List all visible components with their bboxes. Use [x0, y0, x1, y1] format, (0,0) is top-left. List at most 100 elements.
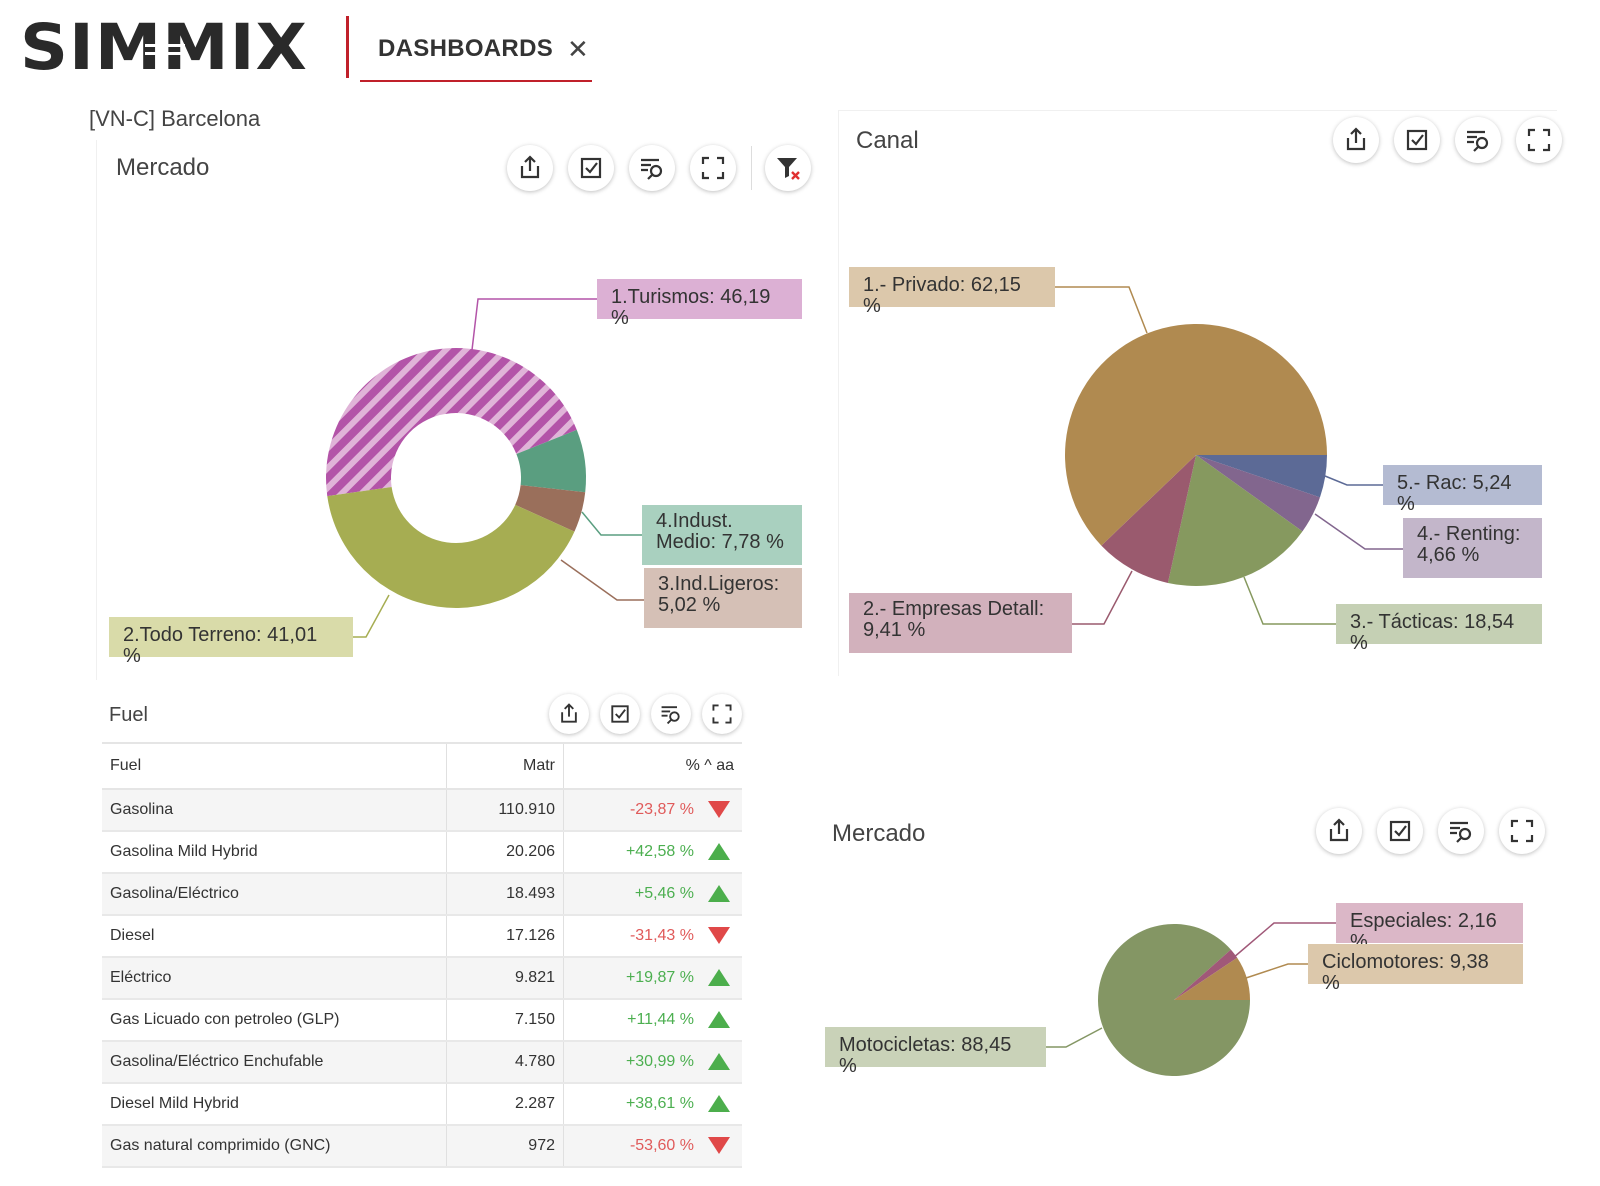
leader-line — [1232, 922, 1336, 959]
trend-up-icon — [708, 1095, 730, 1113]
panel-toolbar — [549, 694, 742, 734]
cell-fuel: Gas natural comprimido (GNC) — [102, 1125, 447, 1168]
filter-search-button[interactable] — [1438, 808, 1484, 854]
panel-mercado-tipo: Mercado — [96, 140, 827, 680]
cell-variation: +5,46 % — [563, 873, 742, 916]
panel-title: Fuel — [109, 704, 148, 726]
panel-mercado-motos: Mercado Especiales: 2,16 % Ciclomotores:… — [818, 800, 1558, 1180]
slice-renting[interactable] — [1196, 455, 1320, 532]
cell-matr: 4.780 — [446, 1041, 564, 1084]
slice-turismos[interactable] — [326, 348, 577, 497]
variation-value: +38,61 % — [625, 1095, 694, 1112]
cell-matr: 17.126 — [446, 915, 564, 958]
table-row[interactable]: Diesel 17.126 -31,43 % — [102, 915, 742, 958]
column-header-fuel[interactable]: Fuel — [102, 742, 447, 790]
clear-filter-button[interactable] — [765, 145, 811, 191]
slice-todo-terreno[interactable] — [327, 487, 575, 608]
expand-button[interactable] — [1499, 808, 1545, 854]
leader-line — [353, 594, 390, 638]
select-button[interactable] — [1394, 117, 1440, 163]
label-indust-medio: 4.Indust. Medio: 7,78 % — [642, 505, 802, 565]
checkbox-icon — [1389, 820, 1411, 842]
slice-empresas[interactable] — [1101, 455, 1196, 583]
header-divider — [346, 16, 349, 78]
leader-line — [560, 559, 644, 601]
export-button[interactable] — [1316, 808, 1362, 854]
leader-line — [1324, 475, 1383, 486]
label-indust-medio-line1: 4.Indust. — [656, 510, 733, 532]
table-row[interactable]: Gas Licuado con petroleo (GLP) 7.150 +11,4… — [102, 999, 742, 1042]
close-icon[interactable]: ✕ — [567, 34, 589, 64]
table-row[interactable]: Gasolina/Eléctrico Enchufable 4.780 +30,99… — [102, 1041, 742, 1084]
filter-search-button[interactable] — [629, 145, 675, 191]
cell-fuel: Diesel Mild Hybrid — [102, 1083, 447, 1126]
slice-especiales[interactable] — [1174, 949, 1238, 1000]
slice-rac[interactable] — [1196, 455, 1327, 498]
label-ind-ligeros: 3.Ind.Ligeros: 5,02 % — [644, 568, 802, 628]
table-row[interactable]: Gasolina/Eléctrico 18.493 +5,46 % — [102, 873, 742, 916]
filter-search-button[interactable] — [1455, 117, 1501, 163]
canal-pie-chart — [1055, 286, 1403, 625]
leader-line — [1245, 963, 1308, 979]
tab-dashboards[interactable]: DASHBOARDS ✕ — [360, 18, 592, 82]
export-button[interactable] — [1333, 117, 1379, 163]
trend-down-icon — [708, 1137, 730, 1155]
select-button[interactable] — [568, 145, 614, 191]
table-row[interactable]: Gasolina Mild Hybrid 20.206 +42,58 % — [102, 831, 742, 874]
slice-ciclomotores[interactable] — [1174, 957, 1250, 1000]
panel-toolbar — [1316, 808, 1545, 854]
panel-title: Mercado — [116, 154, 210, 181]
table-row[interactable]: Gasolina 110.910 -23,87 % — [102, 789, 742, 832]
panel-title: Canal — [856, 127, 919, 154]
panel-toolbar — [507, 145, 826, 191]
filter-search-button[interactable] — [651, 694, 691, 734]
column-header-variation[interactable]: % ^ aa — [563, 742, 742, 790]
slice-indust-medio[interactable] — [516, 429, 586, 493]
cell-matr: 7.150 — [446, 999, 564, 1042]
expand-button[interactable] — [702, 694, 742, 734]
fuel-table: Fuel Matr % ^ aa Gasolina 110.910 -23,87 %… — [102, 742, 742, 1168]
variation-value: -53,60 % — [629, 1137, 694, 1154]
trend-down-icon — [708, 927, 730, 945]
cell-variation: +19,87 % — [563, 957, 742, 1000]
tab-dashboards-label: DASHBOARDS — [378, 35, 554, 62]
label-empresas: 2.- Empresas Detall: 9,41 % — [849, 593, 1072, 653]
table-row[interactable]: Gas natural comprimido (GNC) 972 -53,60 % — [102, 1125, 742, 1168]
label-tacticas: 3.- Tácticas: 18,54 % — [1336, 604, 1542, 654]
leader-line — [1314, 513, 1403, 550]
cell-variation: +11,44 % — [563, 999, 742, 1042]
export-button[interactable] — [549, 694, 589, 734]
checkbox-icon — [611, 705, 629, 723]
slice-privado[interactable] — [1065, 324, 1327, 546]
expand-button[interactable] — [1516, 117, 1562, 163]
label-privado: 1.- Privado: 62,15 % — [849, 267, 1055, 317]
cell-fuel: Gasolina/Eléctrico — [102, 873, 447, 916]
select-button[interactable] — [600, 694, 640, 734]
variation-value: +42,58 % — [625, 843, 694, 860]
expand-button[interactable] — [690, 145, 736, 191]
table-row[interactable]: Diesel Mild Hybrid 2.287 +38,61 % — [102, 1083, 742, 1126]
select-button[interactable] — [1377, 808, 1423, 854]
leader-line — [1072, 570, 1133, 625]
filter-search-icon — [1467, 130, 1489, 152]
label-ind-ligeros-line1: 3.Ind.Ligeros: — [658, 573, 780, 595]
cell-fuel: Diesel — [102, 915, 447, 958]
column-header-matr[interactable]: Matr — [446, 742, 564, 790]
cell-matr: 972 — [446, 1125, 564, 1168]
expand-icon — [1510, 819, 1534, 843]
label-renting-line1: 4.- Renting: — [1417, 523, 1521, 545]
slice-ind-ligeros[interactable] — [515, 485, 586, 532]
cell-variation: -31,43 % — [563, 915, 742, 958]
trend-up-icon — [708, 1011, 730, 1029]
export-button[interactable] — [507, 145, 553, 191]
cell-matr: 18.493 — [446, 873, 564, 916]
slice-tacticas[interactable] — [1167, 455, 1303, 586]
label-especiales: Especiales: 2,16 % — [1336, 903, 1523, 953]
cell-matr: 2.287 — [446, 1083, 564, 1126]
panel-toolbar — [1333, 117, 1562, 163]
mercado-donut-chart — [326, 298, 644, 638]
clear-filter-icon — [777, 158, 800, 180]
trend-up-icon — [708, 969, 730, 987]
table-row[interactable]: Eléctrico 9.821 +19,87 % — [102, 957, 742, 1000]
